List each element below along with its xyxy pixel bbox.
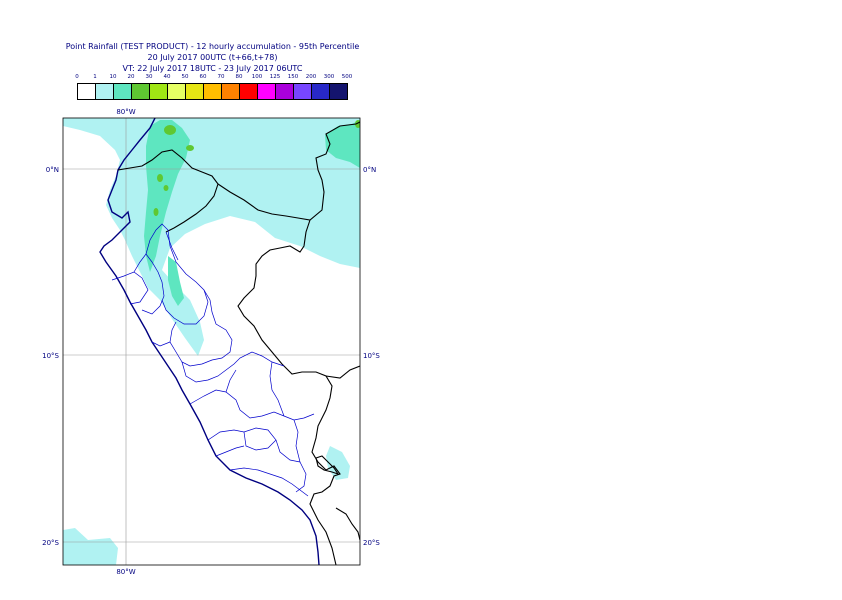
map-title: Point Rainfall (TEST PRODUCT) - 12 hourl… <box>65 42 360 51</box>
graticule <box>63 118 360 565</box>
lake-titicaca <box>315 455 340 476</box>
rainfall-medium-northeast <box>325 120 360 168</box>
lat-label-right-20s: 20°S <box>363 539 380 547</box>
lon-label-top: 80°W <box>116 108 135 116</box>
border-colombia-peru-brazil <box>217 121 360 221</box>
border-chile-east <box>335 507 360 541</box>
legend-label: 70 <box>217 74 225 80</box>
legend-label: 125 <box>269 74 281 80</box>
rainfall-area-north <box>63 118 360 356</box>
border-brazil-bolivia <box>325 365 360 379</box>
legend-label: 500 <box>341 74 353 80</box>
legend-label: 300 <box>323 74 335 80</box>
lat-label-left-20s: 20°S <box>42 539 59 547</box>
legend-label: 150 <box>287 74 299 80</box>
legend-label: 1 <box>93 74 97 80</box>
border-colombia-venezuela <box>237 219 341 565</box>
legend-label: 0 <box>75 74 79 80</box>
legend-label: 80 <box>235 74 243 80</box>
legend-label: 30 <box>145 74 153 80</box>
rainfall-heavy-cells <box>153 120 360 216</box>
rainfall-medium-andes <box>144 120 190 272</box>
legend-label: 60 <box>199 74 207 80</box>
coastline <box>99 118 320 565</box>
map-frame <box>62 117 361 566</box>
lon-label-bottom: 80°W <box>116 568 135 576</box>
legend-label: 10 <box>109 74 117 80</box>
run-time: 20 July 2017 00UTC (t+66,t+78) <box>147 53 278 62</box>
map-area <box>63 118 360 565</box>
lat-label-left-10s: 10°S <box>42 352 59 360</box>
border-colombia-ecuador <box>117 149 219 233</box>
legend-swatch <box>329 83 348 100</box>
lat-label-right-10s: 10°S <box>363 352 380 360</box>
legend-label: 100 <box>251 74 263 80</box>
color-legend: 0 1 10 20 30 40 50 60 70 80 100 125 150 200 300 500 <box>75 74 353 104</box>
legend-label: 20 <box>127 74 135 80</box>
legend-label: 50 <box>181 74 189 80</box>
rainfall-area-south-west <box>63 528 118 565</box>
validity-time: VT: 22 July 2017 18UTC - 23 July 2017 06… <box>122 64 303 73</box>
lat-label-right-0: 0°N <box>363 166 376 174</box>
admin-boundaries <box>111 223 315 497</box>
legend-label: 200 <box>305 74 317 80</box>
lat-label-left-0: 0°N <box>46 166 59 174</box>
rainfall-medium-valley <box>168 256 184 306</box>
legend-label: 40 <box>163 74 171 80</box>
